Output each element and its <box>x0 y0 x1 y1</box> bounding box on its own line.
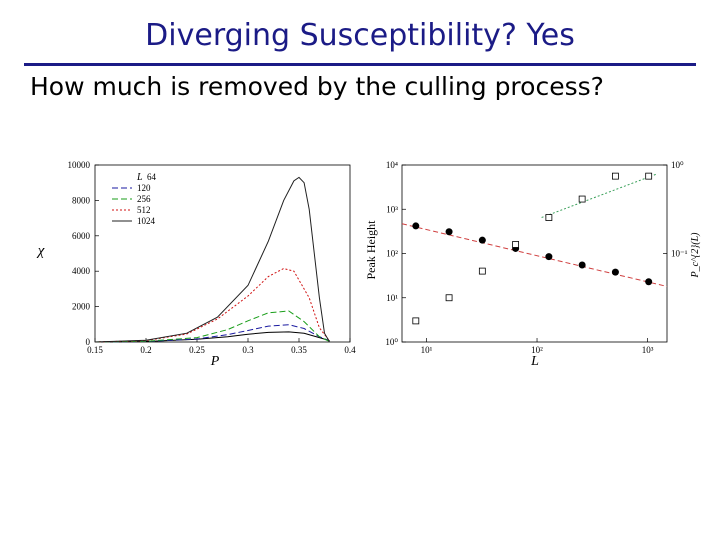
chart1-x-axis-label: P <box>210 354 220 369</box>
chart2-frame <box>401 164 668 343</box>
chart2-y2-tick-label: 10⁻¹ <box>671 249 688 259</box>
chart1-axes <box>94 164 351 343</box>
chart2-y-axis-label: Peak Height <box>364 220 378 280</box>
chart2-fit-line-1 <box>401 223 668 287</box>
chart2-y-tick-label: 10³ <box>386 204 398 214</box>
chart1-x-tick-label: 0.2 <box>140 345 151 355</box>
chart2-y-tick-label: 10⁰ <box>385 337 398 347</box>
chart2-point-square <box>645 172 653 180</box>
chart2-ticks: 10¹ 10² 10³ 10⁰ 10¹ 10² 10³ 10⁴ 10⁻¹ 10⁰ <box>385 160 687 355</box>
chart2-y-tick-label: 10¹ <box>386 293 398 303</box>
chart2-axes <box>401 164 668 343</box>
chart1-legend-label-64: 64 <box>147 172 157 182</box>
chart2-x-tick-label: 10² <box>531 345 543 355</box>
chart2-point-circle <box>412 222 420 230</box>
chart1-y-tick-label: 8000 <box>72 195 91 205</box>
chart1-x-tick-label: 0.4 <box>344 345 356 355</box>
chart2-point-circle <box>578 261 586 269</box>
chart2-y-tick-label: 10² <box>386 249 398 259</box>
peak-height-chart: 10¹ 10² 10³ 10⁰ 10¹ 10² 10³ 10⁴ 10⁻¹ 10⁰ L Peak H… <box>364 160 701 369</box>
chart1-frame <box>94 164 351 343</box>
chart2-point-square <box>412 317 420 325</box>
chart2-x-axis-label: L <box>530 354 539 369</box>
chart1-legend-label-1024: 1024 <box>137 216 156 226</box>
chart2-point-square <box>512 241 520 248</box>
chart1-series-line-512 <box>94 267 330 343</box>
title-underline <box>24 63 696 66</box>
chart1-y-tick-label: 2000 <box>72 302 91 312</box>
chart1-x-tick-label: 0.35 <box>291 345 307 355</box>
slide-title: Diverging Susceptibility? Yes <box>145 18 575 53</box>
chart1-series-line-120 <box>94 324 330 343</box>
chart1-legend-label-256: 256 <box>137 194 151 204</box>
chart1-x-tick-label: 0.25 <box>189 345 205 355</box>
chart2-y-tick-label: 10⁴ <box>386 160 398 170</box>
chart1-y-tick-label: 4000 <box>72 266 91 276</box>
chart1-y-tick-label: 10000 <box>68 160 91 170</box>
chart1-legend-label-512: 512 <box>137 205 151 215</box>
chart2-x-tick-label: 10³ <box>642 345 654 355</box>
chart2-point-square <box>545 214 553 221</box>
chart2-point-square <box>445 294 453 302</box>
chart2-point-circle <box>445 228 453 236</box>
chart2-point-circle <box>611 268 619 276</box>
chart2-point-circle <box>645 278 653 286</box>
chart1-series-line-1024 <box>94 176 331 343</box>
chart2-point-square <box>478 267 486 275</box>
chart1-y-tick-label: 0 <box>86 337 91 347</box>
slide-subtitle: How much is removed by the culling proce… <box>30 72 604 101</box>
chart1-series <box>94 176 331 343</box>
chart2-series <box>401 172 668 325</box>
chart2-point-circle <box>478 236 486 244</box>
chart1-x-tick-label: 0.15 <box>87 345 103 355</box>
chart2-right-axis-label: P_c^{2}(L) <box>690 232 701 279</box>
chart1-y-tick-label: 6000 <box>72 231 91 241</box>
susceptibility-chart: 0.15 0.2 0.25 0.3 0.35 0.4 0 2000 4000 6000 8000 10… <box>36 160 357 369</box>
chart1-ticks: 0.15 0.2 0.25 0.3 0.35 0.4 0 2000 4000 6000 8000 10… <box>68 160 357 355</box>
chart2-point-square <box>578 195 586 203</box>
chart2-y2-tick-label: 10⁰ <box>671 160 684 170</box>
chart2-x-tick-label: 10¹ <box>421 345 433 355</box>
chart2-fit-line-2 <box>541 173 657 218</box>
chart2-point-circle <box>545 253 553 261</box>
chart1-x-tick-label: 0.3 <box>242 345 254 355</box>
chart1-series-line-256 <box>94 310 330 343</box>
chart1-legend-label-120: 120 <box>137 183 151 193</box>
chart2-point-square <box>612 172 619 180</box>
chart1-legend-header: L <box>136 172 143 183</box>
chart1-y-axis-label: χ <box>36 243 45 259</box>
